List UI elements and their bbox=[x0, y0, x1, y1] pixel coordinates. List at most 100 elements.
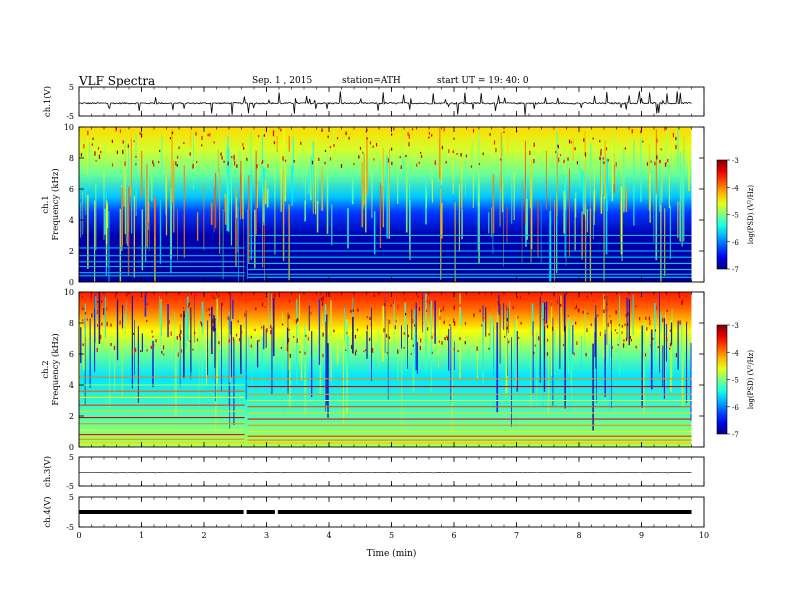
spectrogram-speckle bbox=[408, 142, 410, 147]
spectrogram-speckle bbox=[428, 136, 430, 139]
y-tick-label: -5 bbox=[66, 482, 74, 491]
spectrogram-speckle bbox=[116, 150, 119, 154]
spectrogram-speckle bbox=[592, 137, 594, 140]
spectrogram-speckle bbox=[656, 138, 658, 143]
spectrogram-speckle bbox=[373, 294, 375, 297]
y-tick-label: 4 bbox=[69, 216, 74, 225]
spectrogram-speckle bbox=[369, 337, 371, 341]
spectrogram-speckle bbox=[299, 351, 301, 353]
spectrogram-speckle bbox=[605, 147, 608, 151]
x-tick-label: 7 bbox=[514, 531, 519, 540]
spectrogram-speckle bbox=[84, 311, 87, 315]
spectrogram-speckle bbox=[243, 146, 245, 150]
spectrogram-speckle bbox=[211, 349, 213, 353]
spectrogram-speckle bbox=[213, 297, 216, 300]
spectrogram-speckle bbox=[223, 160, 225, 163]
spectrogram-speckle bbox=[96, 309, 99, 315]
spectrogram-speckle bbox=[115, 127, 117, 132]
spectrogram-speckle bbox=[493, 140, 496, 145]
spectrogram-speckle bbox=[175, 161, 177, 166]
spectrogram-speckle bbox=[563, 159, 565, 164]
spectrogram-speckle bbox=[350, 344, 353, 349]
spectrogram-speckle bbox=[158, 161, 160, 164]
spectrogram-speckle bbox=[280, 128, 282, 132]
spectrogram-speckle bbox=[293, 336, 295, 338]
colorbar-tick-label: -6 bbox=[732, 404, 739, 412]
spectrogram-speckle bbox=[356, 328, 359, 332]
spectrogram-speckle bbox=[262, 160, 264, 163]
spectrogram-speckle bbox=[212, 326, 214, 331]
spectrogram-speckle bbox=[272, 293, 274, 297]
spectrogram-speckle bbox=[650, 160, 652, 163]
spectrogram-speckle bbox=[129, 297, 131, 300]
spectrogram-speckle bbox=[231, 156, 233, 159]
spectrogram-speckle bbox=[585, 353, 587, 357]
spectrogram-speckle bbox=[685, 295, 687, 297]
spectrogram-speckle bbox=[236, 164, 238, 168]
spectrogram-speckle bbox=[472, 128, 475, 133]
spectrogram-speckle bbox=[140, 133, 143, 138]
spectrogram-speckle bbox=[324, 149, 327, 152]
spectrogram-speckle bbox=[519, 295, 521, 299]
spectrogram-speckle bbox=[484, 292, 487, 295]
spectrogram-speckle bbox=[357, 308, 359, 312]
spectrogram-speckle bbox=[355, 349, 357, 352]
spectrogram-speckle bbox=[322, 332, 324, 337]
spectrogram-speckle bbox=[558, 157, 560, 163]
spectrogram-speckle bbox=[336, 137, 339, 140]
spectrogram-speckle bbox=[459, 337, 461, 341]
y-axis-label: Frequency (kHz) bbox=[50, 168, 61, 240]
spectrogram-speckle bbox=[666, 337, 668, 342]
spectrogram-speckle bbox=[575, 304, 578, 309]
spectrogram-speckle bbox=[442, 306, 444, 311]
spectrogram-speckle bbox=[667, 159, 669, 163]
spectrogram-speckle bbox=[237, 320, 239, 323]
spectrogram-speckle bbox=[488, 333, 490, 336]
spectrogram-speckle bbox=[412, 344, 414, 347]
spectrogram-speckle bbox=[372, 145, 374, 148]
spectrogram-speckle bbox=[411, 128, 414, 131]
spectrogram-speckle bbox=[624, 147, 627, 150]
spectrogram-speckle bbox=[289, 353, 291, 358]
spectrogram-speckle bbox=[552, 327, 554, 331]
spectrogram-speckle bbox=[94, 151, 96, 156]
spectrogram-speckle bbox=[614, 329, 617, 332]
spectrogram-speckle bbox=[133, 140, 135, 143]
spectrogram-speckle bbox=[391, 133, 393, 136]
spectrogram-speckle bbox=[452, 150, 454, 154]
spectrogram-speckle bbox=[419, 345, 421, 351]
spectrogram-speckle bbox=[321, 301, 324, 306]
spectrogram-speckle bbox=[576, 341, 578, 345]
spectrogram-speckle bbox=[603, 161, 605, 164]
spectrogram-speckle bbox=[282, 156, 284, 161]
spectrogram-speckle bbox=[562, 344, 565, 346]
spectrogram-speckle bbox=[473, 313, 475, 318]
spectrogram-speckle bbox=[599, 156, 601, 160]
spectrogram-speckle bbox=[363, 350, 365, 353]
figure-title: VLF Spectra bbox=[79, 74, 156, 88]
spectrogram-speckle bbox=[179, 336, 182, 341]
spectrogram-speckle bbox=[293, 159, 295, 163]
spectrogram-speckle bbox=[218, 341, 220, 345]
spectrogram-speckle bbox=[324, 161, 326, 165]
spectrogram-speckle bbox=[654, 161, 656, 166]
spectrogram-speckle bbox=[605, 296, 607, 299]
spectrogram-speckle bbox=[434, 160, 436, 165]
spectrogram-speckle bbox=[410, 353, 412, 355]
colorbar-tick-label: -7 bbox=[732, 431, 739, 439]
spectrogram-speckle bbox=[476, 346, 478, 351]
y-axis-label: ch.2 bbox=[41, 360, 51, 378]
spectrogram-speckle bbox=[310, 311, 312, 315]
spectrogram-speckle bbox=[533, 142, 535, 148]
spectrogram-speckle bbox=[664, 127, 666, 131]
spectrogram-speckle bbox=[311, 160, 314, 165]
spectrogram-speckle bbox=[264, 306, 266, 308]
spectrogram-speckle bbox=[322, 296, 324, 301]
spectrogram-speckle bbox=[433, 332, 435, 336]
spectrogram-speckle bbox=[453, 305, 455, 310]
spectrogram-speckle bbox=[273, 141, 275, 145]
spectrogram-speckle bbox=[578, 308, 580, 313]
spectrogram-speckle bbox=[508, 340, 510, 344]
spectrogram-speckle bbox=[97, 147, 100, 150]
